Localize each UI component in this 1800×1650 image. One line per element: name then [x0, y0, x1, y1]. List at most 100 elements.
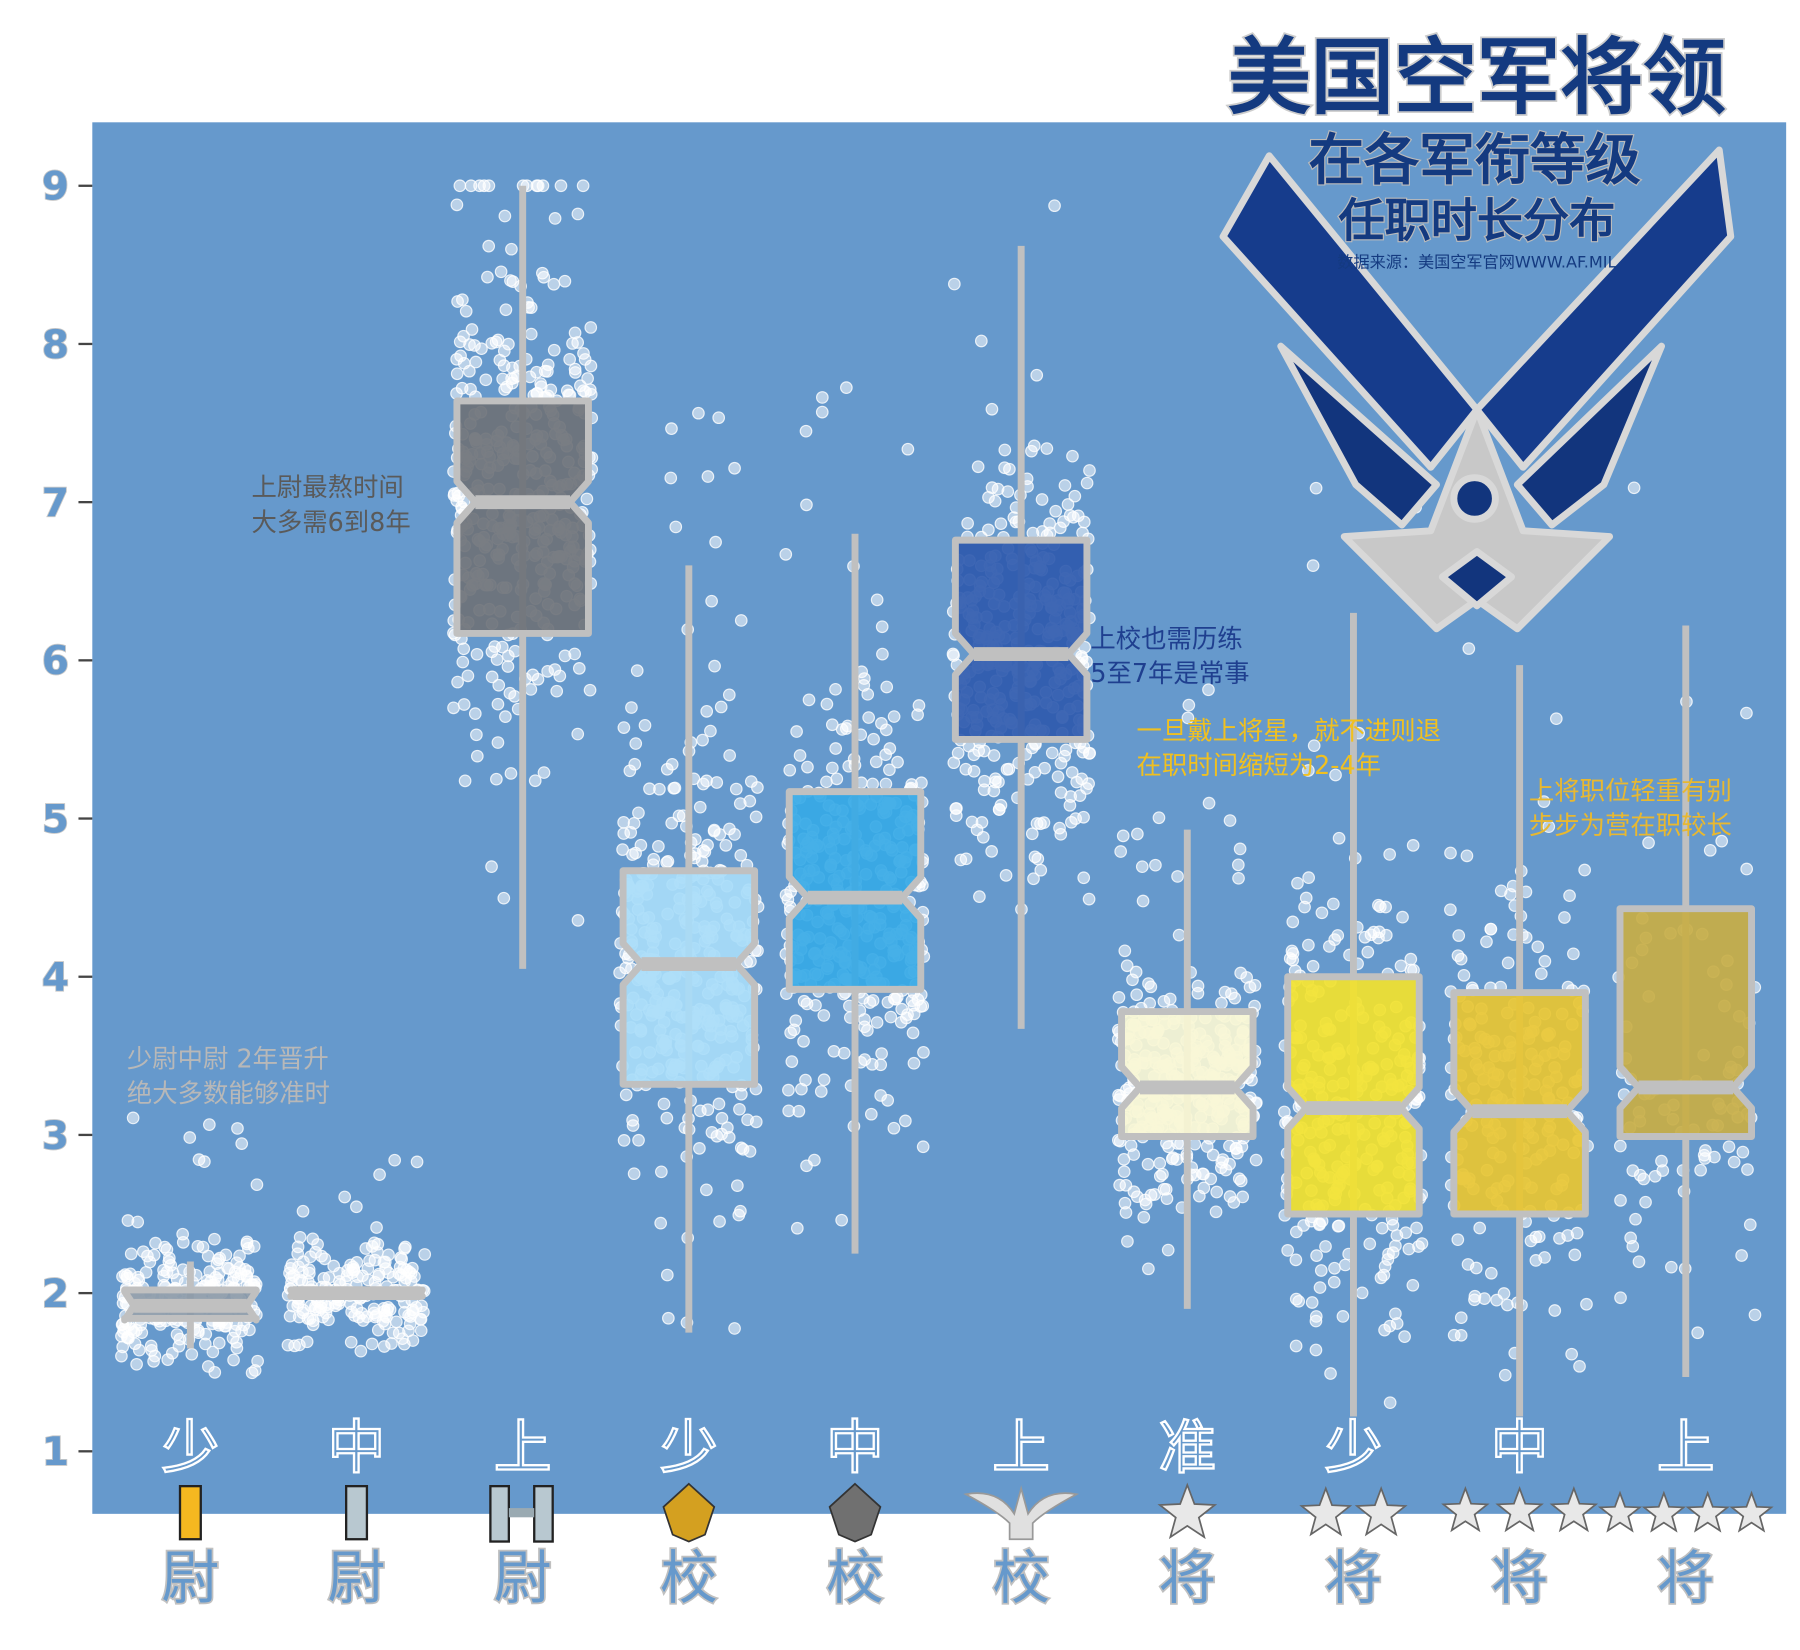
- bar-link: [508, 1508, 535, 1518]
- data-point: [537, 766, 551, 779]
- data-point: [783, 763, 797, 777]
- data-point: [468, 707, 482, 720]
- data-point: [619, 1088, 633, 1102]
- data-point: [1412, 1240, 1425, 1253]
- data-point: [858, 1013, 871, 1026]
- data-point: [536, 266, 549, 280]
- data-point: [829, 742, 843, 755]
- data-point: [632, 1133, 645, 1147]
- rank-label-bottom: 将: [1325, 1544, 1383, 1612]
- data-point: [1231, 858, 1245, 872]
- data-point: [296, 1204, 310, 1218]
- data-point: [870, 1016, 884, 1029]
- data-point: [1135, 860, 1149, 874]
- data-point: [876, 647, 889, 661]
- data-point: [1057, 515, 1070, 528]
- data-point: [743, 1145, 757, 1158]
- data-point: [455, 381, 469, 395]
- data-point: [1396, 910, 1409, 924]
- data-point: [1406, 1278, 1420, 1292]
- data-point: [883, 742, 897, 755]
- data-point: [869, 755, 883, 769]
- data-point: [1319, 1240, 1332, 1253]
- annotation-text: 5至7年是常事: [1090, 658, 1249, 688]
- data-point: [1075, 650, 1088, 663]
- data-point: [693, 800, 707, 814]
- data-point: [1153, 1169, 1167, 1183]
- data-point: [653, 782, 666, 796]
- data-point: [350, 1200, 363, 1214]
- data-point: [571, 727, 585, 741]
- data-point: [665, 422, 678, 435]
- star-icon: [1441, 1485, 1490, 1533]
- data-point: [1722, 1140, 1736, 1154]
- data-point: [1001, 485, 1015, 498]
- data-point: [547, 343, 561, 357]
- data-point: [1286, 947, 1300, 960]
- data-point: [115, 1329, 128, 1343]
- data-point: [508, 644, 522, 658]
- data-point: [361, 1262, 375, 1276]
- data-point: [1289, 1253, 1303, 1267]
- data-point: [1743, 1218, 1757, 1232]
- box: [1450, 989, 1589, 1218]
- data-point: [916, 999, 930, 1013]
- data-point: [231, 1122, 244, 1135]
- oak-leaf-icon: [662, 1482, 716, 1543]
- 4-star-icon: [1597, 1490, 1774, 1533]
- data-point: [814, 1085, 828, 1098]
- data-point: [1181, 711, 1195, 725]
- data-point: [985, 402, 999, 416]
- data-point: [1336, 1310, 1350, 1323]
- data-point: [1045, 746, 1059, 760]
- box: [951, 536, 1091, 743]
- data-point: [722, 1131, 736, 1144]
- data-point: [660, 1111, 674, 1125]
- data-point: [785, 1055, 799, 1068]
- data-point: [1315, 906, 1329, 920]
- data-point: [554, 179, 568, 193]
- data-point: [372, 1267, 386, 1281]
- data-point: [835, 1213, 848, 1227]
- data-point: [1309, 1343, 1323, 1357]
- data-point: [790, 1221, 804, 1235]
- gold-bar-icon: [178, 1485, 202, 1541]
- data-point: [815, 405, 829, 419]
- data-point: [526, 668, 540, 682]
- data-point: [1398, 1330, 1411, 1343]
- data-point: [1281, 1244, 1295, 1257]
- data-point: [250, 1178, 264, 1192]
- data-point: [459, 304, 473, 318]
- data-point: [1076, 745, 1090, 759]
- data-point: [176, 1236, 190, 1249]
- data-point: [1664, 1260, 1678, 1274]
- y-tick-label: 1: [42, 1430, 69, 1475]
- rank-label-bottom: 将: [1158, 1544, 1216, 1612]
- data-point: [1501, 956, 1515, 970]
- data-point: [801, 760, 814, 774]
- data-point: [970, 823, 984, 837]
- data-point: [899, 1114, 912, 1128]
- data-point: [1302, 871, 1315, 885]
- data-point: [709, 535, 722, 549]
- data-point: [887, 710, 901, 723]
- data-point: [1383, 848, 1397, 861]
- data-point: [470, 647, 484, 661]
- data-point: [1565, 1347, 1578, 1361]
- data-point: [395, 1252, 409, 1266]
- data-point: [1484, 922, 1498, 936]
- data-point: [1558, 911, 1571, 924]
- data-point: [1404, 952, 1418, 966]
- data-point: [1355, 1286, 1369, 1300]
- data-point: [710, 776, 724, 789]
- data-point: [1480, 935, 1493, 949]
- data-point: [704, 724, 717, 738]
- data-point: [1210, 1185, 1224, 1199]
- data-point: [1227, 1196, 1241, 1209]
- data-point: [985, 845, 998, 858]
- data-point: [524, 327, 538, 341]
- data-point: [1119, 1206, 1133, 1219]
- data-point: [1327, 1275, 1341, 1289]
- data-point: [1040, 442, 1054, 455]
